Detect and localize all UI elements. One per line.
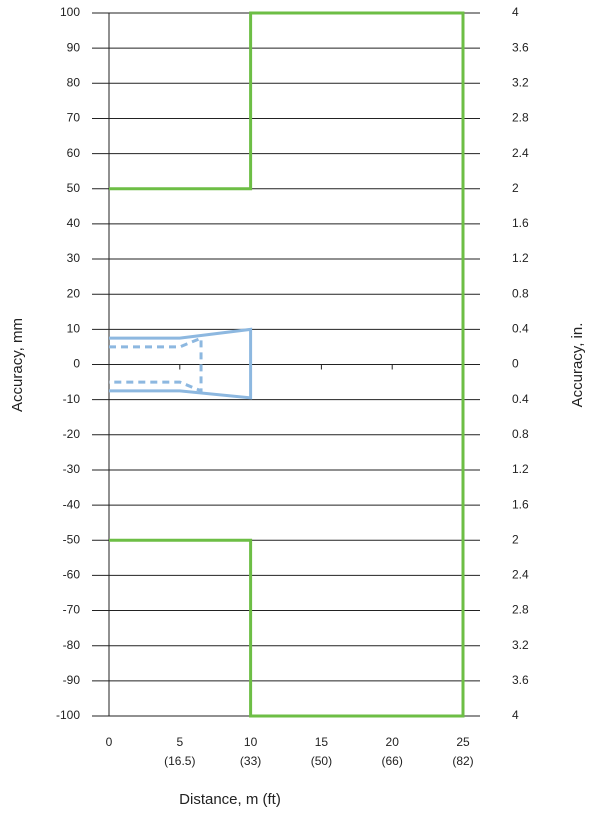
y-tick-label: 0 — [73, 357, 80, 371]
y2-tick-label: 1.6 — [512, 216, 529, 230]
y2-tick-label: 0.8 — [512, 427, 529, 441]
x-tick-label: 15 — [315, 735, 329, 749]
y2-tick-label: 2 — [512, 181, 519, 195]
y2-tick-label: 3.6 — [512, 673, 529, 687]
y-tick-label: 90 — [67, 40, 81, 54]
y-tick-label: 10 — [67, 322, 81, 336]
x-axis-label: Distance, m (ft) — [179, 791, 281, 808]
x-tick-sublabel: (82) — [452, 754, 473, 768]
x-tick-label: 20 — [386, 735, 400, 749]
y-tick-label: -60 — [63, 568, 81, 582]
y-tick-label: 50 — [67, 181, 81, 195]
y2-tick-label: 1.2 — [512, 462, 529, 476]
y-tick-label: -10 — [63, 392, 81, 406]
series-line — [109, 11, 465, 718]
series-line — [109, 327, 253, 400]
y2-tick-label: 4 — [512, 708, 519, 722]
y-tick-label: -50 — [63, 532, 81, 546]
y2-tick-label: 0 — [512, 357, 519, 371]
x-tick-label: 25 — [456, 735, 470, 749]
x-tick-sublabel: (33) — [240, 754, 261, 768]
y-tick-label: 40 — [67, 216, 81, 230]
x-tick-sublabel: (16.5) — [164, 754, 195, 768]
y-tick-label: 80 — [67, 75, 81, 89]
y2-tick-label: 2.8 — [512, 111, 529, 125]
y-tick-label: -80 — [63, 638, 81, 652]
y-tick-label: 60 — [67, 146, 81, 160]
y2-tick-label: 3.2 — [512, 638, 529, 652]
y2-tick-label: 0.8 — [512, 286, 529, 300]
y2-tick-label: 3.6 — [512, 40, 529, 54]
series-line — [109, 335, 203, 394]
y2-tick-label: 2.4 — [512, 568, 529, 582]
y-tick-label: -70 — [63, 603, 81, 617]
y-tick-label: -20 — [63, 427, 81, 441]
y-tick-label: -90 — [63, 673, 81, 687]
y-tick-label: -40 — [63, 497, 81, 511]
y2-tick-label: 0.4 — [512, 322, 529, 336]
y-axis-label: Accuracy, mm — [9, 318, 26, 412]
y2-tick-label: 0.4 — [512, 392, 529, 406]
y-tick-label: -30 — [63, 462, 81, 476]
x-tick-sublabel: (66) — [382, 754, 403, 768]
y2-tick-label: 2.8 — [512, 603, 529, 617]
x-tick-sublabel: (50) — [311, 754, 332, 768]
y-tick-label: 70 — [67, 111, 81, 125]
x-tick-label: 0 — [106, 735, 113, 749]
y-tick-label: 100 — [60, 5, 80, 19]
y2-tick-label: 3.2 — [512, 75, 529, 89]
y2-tick-label: 1.2 — [512, 251, 529, 265]
y-tick-label: 20 — [67, 286, 81, 300]
y2-tick-label: 2.4 — [512, 146, 529, 160]
y2-tick-label: 2 — [512, 532, 519, 546]
y2-axis-label: Accuracy, in. — [569, 323, 586, 408]
y-tick-label: 30 — [67, 251, 81, 265]
x-tick-label: 10 — [244, 735, 258, 749]
y2-tick-label: 4 — [512, 5, 519, 19]
y-tick-label: -100 — [56, 708, 80, 722]
x-tick-label: 5 — [176, 735, 183, 749]
y2-tick-label: 1.6 — [512, 497, 529, 511]
